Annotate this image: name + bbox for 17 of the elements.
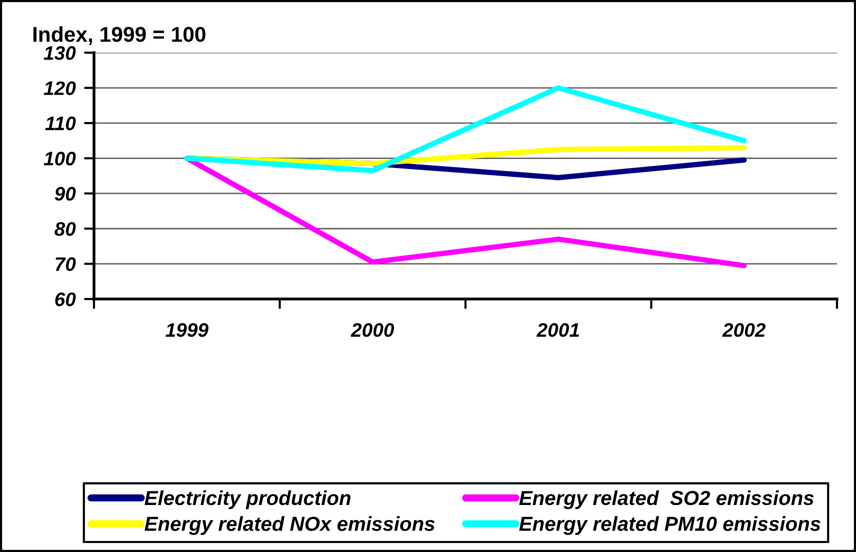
x-tick-label: 1999 bbox=[166, 323, 208, 337]
y-tick-label: 130 bbox=[44, 46, 76, 60]
y-axis-title: Index, 1999 = 100 bbox=[33, 26, 206, 45]
y-tick-label: 110 bbox=[45, 116, 76, 130]
x-tick-label: 2001 bbox=[536, 323, 579, 337]
y-tick-label: 80 bbox=[54, 222, 76, 236]
legend-label: Energy related SO2 emissions bbox=[519, 490, 814, 510]
legend-label: Electricity production bbox=[144, 490, 350, 510]
legend-label: Energy related PM10 emissions bbox=[519, 516, 820, 535]
y-tick-label: 60 bbox=[55, 292, 76, 306]
x-tick-label: 2000 bbox=[350, 323, 394, 337]
legend-label: Energy related NOx emissions bbox=[144, 516, 435, 535]
y-tick-label: 70 bbox=[56, 257, 76, 272]
y-tick-label: 100 bbox=[44, 152, 76, 166]
x-tick-label: 2002 bbox=[722, 323, 766, 337]
y-tick-label: 120 bbox=[44, 81, 76, 96]
y-tick-label: 90 bbox=[54, 186, 76, 201]
